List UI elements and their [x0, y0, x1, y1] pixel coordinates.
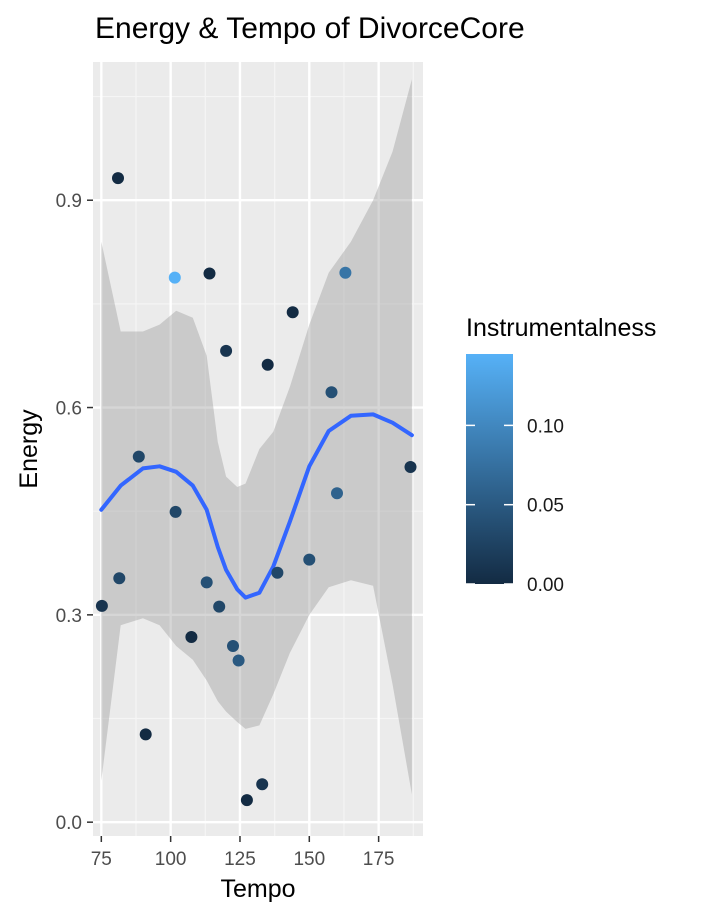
y-axis-title: Energy — [15, 409, 43, 489]
grid-minor — [93, 62, 423, 836]
x-tick-label: 75 — [91, 849, 112, 870]
data-point — [132, 450, 145, 463]
y-axis: 0.0 0.3 0.6 0.9 — [56, 191, 93, 834]
y-tick-label: 0.3 — [56, 606, 82, 627]
data-point — [139, 728, 152, 741]
data-point — [286, 306, 299, 319]
y-tick-label: 0.0 — [56, 813, 82, 834]
data-point — [169, 505, 182, 518]
legend-label: 0.10 — [527, 416, 564, 437]
data-point — [232, 654, 245, 667]
x-axis: 75 100 125 150 175 — [91, 836, 395, 870]
data-point — [168, 271, 181, 284]
confidence-band-area — [101, 79, 412, 795]
y-tick-label: 0.6 — [56, 399, 82, 420]
confidence-band — [101, 79, 412, 795]
x-tick-label: 125 — [224, 849, 256, 870]
data-point — [227, 640, 239, 652]
data-point — [271, 566, 284, 579]
data-point — [303, 553, 316, 566]
grid-major — [93, 62, 423, 836]
y-tick-label: 0.9 — [56, 191, 82, 212]
legend-label: 0.05 — [527, 496, 564, 517]
x-tick-label: 175 — [363, 849, 395, 870]
data-point — [404, 461, 417, 473]
data-point — [325, 386, 338, 399]
smooth-line-path — [99, 412, 414, 600]
data-point — [220, 344, 233, 357]
data-point — [185, 631, 198, 643]
x-tick-label: 100 — [155, 849, 187, 870]
data-point — [112, 172, 124, 185]
legend-title: Instrumentalness — [466, 314, 656, 342]
x-axis-title: Tempo — [220, 875, 295, 903]
legend-label: 0.00 — [527, 575, 564, 596]
color-legend: Instrumentalness 0.10 0.05 0.00 — [466, 314, 656, 596]
chart-title: Energy & Tempo of DivorceCore — [95, 12, 525, 45]
data-point — [339, 266, 352, 279]
x-tick-label: 150 — [293, 849, 325, 870]
smooth-line — [99, 412, 414, 600]
data-point — [200, 576, 213, 589]
data-point — [213, 600, 226, 613]
legend-ticks: 0.10 0.05 0.00 — [466, 416, 564, 596]
data-point — [331, 487, 343, 500]
data-point — [203, 267, 216, 280]
data-point — [113, 572, 126, 585]
data-point — [256, 778, 269, 791]
plot-panel — [93, 62, 423, 836]
data-point — [261, 358, 274, 371]
data-points — [95, 172, 417, 807]
data-point — [95, 599, 108, 612]
legend-colorbar — [466, 354, 513, 584]
data-point — [240, 794, 253, 807]
